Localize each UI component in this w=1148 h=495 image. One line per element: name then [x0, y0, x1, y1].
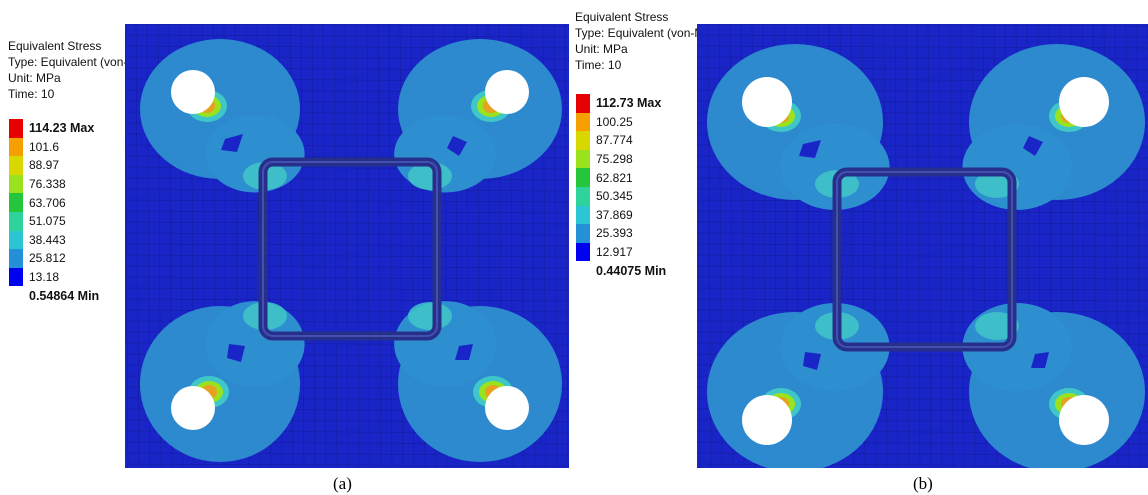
- legend-swatch: [576, 205, 590, 225]
- legend-swatch: [576, 168, 590, 187]
- legend-value: 13.18: [29, 270, 60, 285]
- legend-value: 101.6: [29, 139, 60, 154]
- legend-swatch: [576, 242, 590, 262]
- legend-swatch: [9, 249, 23, 268]
- bolt-hole: [171, 70, 215, 114]
- bolt-hole: [742, 395, 792, 445]
- legend-max: 112.73 Max: [596, 96, 662, 111]
- legend-swatch: [9, 156, 23, 175]
- square-tube-edge: [836, 171, 1013, 348]
- legend-swatch: [9, 137, 23, 157]
- cutout-hole: [455, 344, 473, 360]
- contour-svg-b: [697, 24, 1148, 468]
- stress-region-low: [780, 303, 890, 391]
- cutout-hole: [1031, 352, 1049, 368]
- legend-min: 0.44075 Min: [596, 263, 667, 278]
- cutout-hole: [1023, 136, 1043, 156]
- legend-swatch: [576, 112, 590, 132]
- legend-swatch: [9, 211, 23, 231]
- legend-value: 25.812: [29, 251, 66, 266]
- legend-swatch: [9, 230, 23, 250]
- legend-max: 114.23 Max: [29, 121, 95, 136]
- legend-value: 50.345: [596, 189, 633, 204]
- legend-swatch: [9, 267, 23, 287]
- result-unit: Unit: MPa: [8, 71, 61, 85]
- legend-swatch: [9, 193, 23, 212]
- cutout-hole: [447, 136, 467, 156]
- legend-swatch: [9, 119, 23, 138]
- stress-region-mid: [408, 302, 452, 330]
- bolt-hole: [171, 386, 215, 430]
- stress-contour-plot-b: [697, 24, 1148, 468]
- result-unit: Unit: MPa: [575, 42, 628, 56]
- result-time: Time: 10: [8, 87, 55, 101]
- cutout-hole: [799, 140, 821, 158]
- color-legend-a: 114.23 Max 101.6 88.97 76.338 63.706 51.…: [9, 119, 99, 305]
- legend-swatch: [576, 186, 590, 206]
- square-tube-edge: [262, 161, 438, 337]
- legend-swatch: [576, 224, 590, 243]
- legend-value: 12.917: [596, 245, 633, 260]
- legend-swatch: [576, 131, 590, 150]
- result-time: Time: 10: [575, 58, 622, 72]
- legend-value: 51.075: [29, 214, 66, 229]
- legend-value: 25.393: [596, 226, 633, 241]
- stress-region: [962, 44, 1145, 210]
- bolt-hole: [485, 386, 529, 430]
- cutout-hole: [803, 352, 821, 370]
- legend-swatch: [576, 149, 590, 169]
- bolt-hole: [1059, 77, 1109, 127]
- legend-value: 38.443: [29, 232, 66, 247]
- result-title: Equivalent Stress: [575, 10, 669, 24]
- legend-value: 62.821: [596, 170, 633, 185]
- legend-value: 75.298: [596, 152, 633, 167]
- bolt-hole: [742, 77, 792, 127]
- cutout-hole: [227, 344, 245, 362]
- caption-b: (b): [913, 474, 933, 493]
- caption-a: (a): [333, 474, 352, 493]
- legend-value: 63.706: [29, 195, 66, 210]
- bolt-hole: [485, 70, 529, 114]
- stress-region-low: [962, 124, 1072, 210]
- legend-value: 76.338: [29, 177, 66, 192]
- legend-min: 0.54864 Min: [29, 288, 100, 303]
- legend-value: 37.869: [596, 207, 633, 222]
- color-legend-b: 112.73 Max 100.25 87.774 75.298 62.821 5…: [576, 94, 666, 280]
- legend-value: 87.774: [596, 133, 633, 148]
- stress-contour-plot-a: [125, 24, 569, 468]
- mesh-lines: [125, 24, 569, 468]
- result-title: Equivalent Stress: [8, 39, 102, 53]
- legend-swatch: [576, 94, 590, 113]
- legend-value: 88.97: [29, 158, 60, 173]
- bolt-hole: [1059, 395, 1109, 445]
- legend-swatch: [9, 174, 23, 194]
- legend-value: 100.25: [596, 114, 633, 129]
- cutout-hole: [221, 134, 243, 152]
- contour-svg-a: [125, 24, 569, 468]
